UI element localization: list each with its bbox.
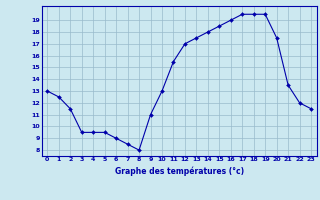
X-axis label: Graphe des températures (°c): Graphe des températures (°c) (115, 167, 244, 176)
